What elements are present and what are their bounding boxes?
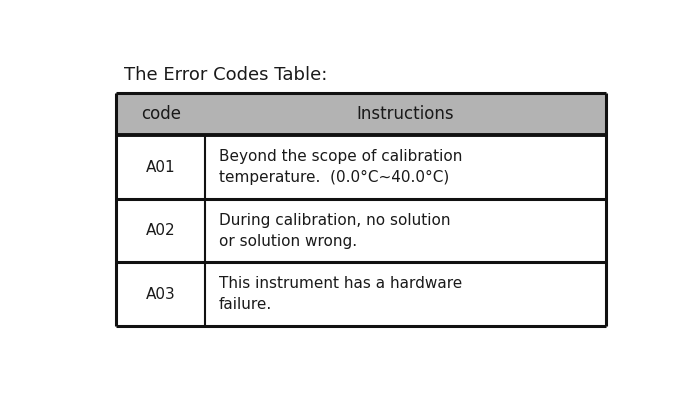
Bar [117, 135, 606, 326]
Bar [117, 93, 606, 135]
Text: During calibration, no solution
or solution wrong.: During calibration, no solution or solut… [219, 213, 450, 249]
Text: A03: A03 [146, 287, 176, 302]
Text: This instrument has a hardware
failure.: This instrument has a hardware failure. [219, 276, 462, 312]
Text: Beyond the scope of calibration
temperature.  (0.0°C~40.0°C): Beyond the scope of calibration temperat… [219, 149, 462, 185]
Text: The Error Codes Table:: The Error Codes Table: [124, 66, 328, 84]
Text: code: code [141, 105, 180, 123]
Text: A01: A01 [146, 160, 176, 174]
Text: Instructions: Instructions [357, 105, 455, 123]
Text: A02: A02 [146, 223, 176, 238]
